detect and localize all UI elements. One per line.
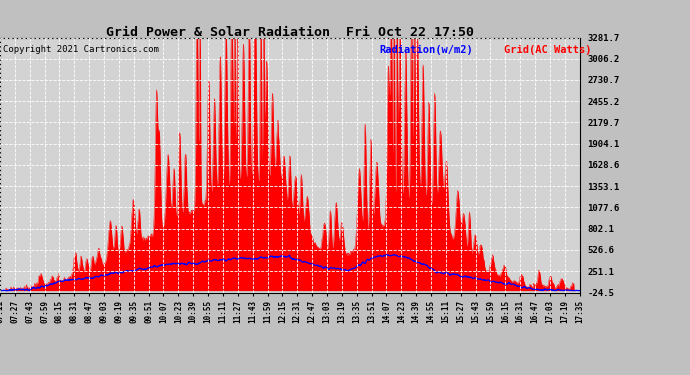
- Text: Copyright 2021 Cartronics.com: Copyright 2021 Cartronics.com: [3, 45, 159, 54]
- Text: Grid Power & Solar Radiation  Fri Oct 22 17:50: Grid Power & Solar Radiation Fri Oct 22 …: [106, 26, 474, 39]
- Text: Radiation(w/m2): Radiation(w/m2): [380, 45, 473, 55]
- Text: Grid(AC Watts): Grid(AC Watts): [504, 45, 591, 55]
